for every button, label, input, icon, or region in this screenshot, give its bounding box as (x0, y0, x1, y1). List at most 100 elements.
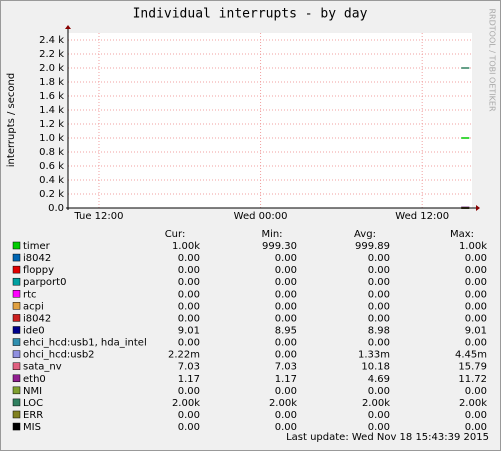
legend-stat: 0.00 (368, 386, 390, 397)
legend-swatch (12, 265, 21, 274)
legend-stat: 0.00 (465, 386, 487, 397)
x-tick-label: Wed 12:00 (395, 211, 449, 222)
legend-stat: 0.00 (275, 422, 297, 433)
legend-label: ehci_hcd:usb1, hda_intel (23, 338, 147, 349)
legend-stat: 15.79 (458, 362, 487, 373)
legend-swatch (12, 350, 21, 358)
plot-area (68, 33, 472, 208)
legend-stat: 1.17 (178, 374, 200, 385)
y-tick-label: 0.6 k (39, 161, 64, 172)
legend-stat: 1.33m (358, 350, 390, 361)
legend-stat: 0.00 (465, 301, 487, 312)
legend-stat: 0.00 (178, 265, 200, 276)
stat-header: Max: (450, 229, 474, 240)
legend-stat: 0.00 (368, 277, 390, 288)
y-tick-label: 2.0 k (39, 63, 64, 74)
legend-label: floppy (23, 265, 54, 276)
legend-stat: 11.72 (458, 374, 487, 385)
stat-header: Avg: (354, 229, 376, 240)
y-tick-label: 0.2 k (39, 189, 64, 200)
legend-label: eth0 (23, 374, 46, 385)
legend-stat: 0.00 (178, 301, 200, 312)
legend-label: LOC (23, 398, 43, 409)
x-tick-label: Wed 00:00 (234, 211, 288, 222)
legend-stat: 0.00 (178, 277, 200, 288)
legend-swatch (12, 374, 21, 383)
legend-stat: 0.00 (275, 410, 297, 421)
legend-stat: 8.95 (275, 325, 297, 336)
stat-header: Cur: (165, 229, 186, 240)
y-tick-label: 2.4 k (39, 35, 64, 46)
legend-label: rtc (23, 289, 37, 300)
legend-stat: 0.00 (368, 422, 390, 433)
legend-stat: 0.00 (368, 253, 390, 264)
legend-stat: 0.00 (275, 289, 297, 300)
legend-swatch (12, 410, 21, 419)
y-tick-label: 1.8 k (39, 77, 64, 88)
legend-stat: 0.00 (465, 277, 487, 288)
legend-stat: 0.00 (275, 386, 297, 397)
legend-label: parport0 (23, 277, 66, 288)
legend-label: acpi (23, 301, 44, 312)
legend-stat: 999.30 (262, 241, 297, 252)
legend-stat: 0.00 (178, 386, 200, 397)
legend-stat: 0.00 (178, 410, 200, 421)
legend-stat: 0.00 (178, 422, 200, 433)
legend-stat: 9.01 (178, 325, 200, 336)
legend-stat: 7.03 (275, 362, 297, 373)
legend-label: ohci_hcd:usb2 (23, 350, 95, 361)
legend-stat: 1.17 (275, 374, 297, 385)
legend-label: ERR (23, 410, 43, 421)
legend-swatch (12, 253, 21, 262)
legend-stat: 0.00 (275, 338, 297, 349)
legend-stat: 999.89 (355, 241, 390, 252)
y-axis-label: interrupts / second (6, 73, 17, 167)
legend-swatch (12, 290, 21, 298)
y-tick-label: 1.4 k (39, 105, 64, 116)
legend-stat: 0.00 (178, 253, 200, 264)
legend-stat: 0.00 (178, 313, 200, 324)
legend-stat: 0.00 (368, 301, 390, 312)
legend-stat: 0.00 (178, 338, 200, 349)
stat-header: Min: (261, 229, 282, 240)
legend-stat: 1.00k (459, 241, 487, 252)
legend-label: timer (23, 241, 51, 252)
legend-stat: 0.00 (465, 410, 487, 421)
legend-swatch (12, 398, 21, 407)
y-tick-label: 1.2 k (39, 119, 64, 130)
legend-stat: 0.00 (368, 265, 390, 276)
legend-label: MIS (23, 422, 41, 433)
legend-swatch (12, 241, 21, 250)
legend-stat: 2.22m (168, 350, 200, 361)
legend-stat: 0.00 (465, 289, 487, 300)
legend-stat: 4.45m (455, 350, 487, 361)
last-update: Last update: Wed Nov 18 15:43:39 2015 (286, 432, 489, 443)
legend-stat: 0.00 (368, 338, 390, 349)
legend-label: i8042 (23, 253, 51, 264)
legend-swatch (12, 326, 21, 334)
legend-stat: 0.00 (275, 253, 297, 264)
legend-swatch (12, 314, 21, 322)
watermark: RRDTOOL / TOBI OETIKER (488, 8, 497, 111)
legend-swatch (12, 302, 21, 310)
legend-stat: 0.00 (465, 313, 487, 324)
legend-swatch (12, 338, 21, 346)
legend-stat: 0.00 (465, 338, 487, 349)
legend-swatch (12, 422, 21, 431)
legend-stat: 2.00k (362, 398, 390, 409)
y-tick-label: 1.0 k (39, 133, 64, 144)
legend-stat: 0.00 (275, 301, 297, 312)
legend-stat: 0.00 (275, 350, 297, 361)
legend-stat: 9.01 (465, 325, 487, 336)
legend-stat: 0.00 (368, 289, 390, 300)
legend-label: NMI (23, 386, 42, 397)
legend-stat: 0.00 (465, 253, 487, 264)
y-tick-label: 2.2 k (39, 49, 64, 60)
legend-stat: 0.00 (465, 422, 487, 433)
legend-stat: 0.00 (275, 265, 297, 276)
legend-label: i8042 (23, 313, 51, 324)
legend-stat: 10.18 (361, 362, 390, 373)
legend-stat: 0.00 (465, 265, 487, 276)
legend-stat: 0.00 (275, 277, 297, 288)
